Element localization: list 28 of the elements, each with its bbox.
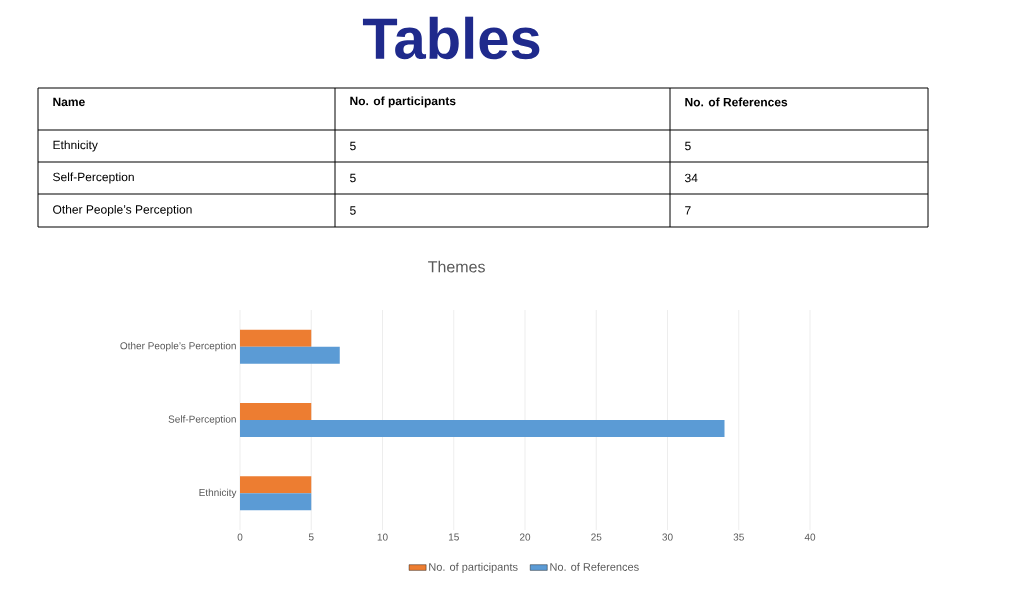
text: No. of participants bbox=[350, 96, 456, 108]
text: 5 bbox=[350, 141, 356, 151]
text: 5 bbox=[350, 173, 356, 183]
x-tick-label: 5 bbox=[308, 533, 314, 541]
x-tick-label: 0 bbox=[237, 533, 243, 541]
text: 5 bbox=[350, 206, 356, 215]
legend-label: No. of References bbox=[550, 562, 639, 571]
y-tick-label: Other People’s Perception bbox=[120, 342, 236, 352]
text: 34 bbox=[685, 173, 698, 183]
y-tick-label: Ethnicity bbox=[199, 488, 237, 498]
text: 7 bbox=[685, 206, 691, 215]
x-tick-label: 20 bbox=[519, 533, 531, 541]
text: 5 bbox=[685, 141, 691, 151]
category-label: Other People’s Perception bbox=[53, 204, 192, 217]
x-tick-label: 10 bbox=[377, 533, 388, 541]
x-tick-label: 25 bbox=[591, 533, 602, 541]
text: Name bbox=[53, 97, 85, 107]
category-label: Ethnicity bbox=[53, 140, 98, 152]
text: No. of References bbox=[685, 97, 788, 107]
text: Tables bbox=[362, 16, 540, 60]
chart-title: Themes bbox=[428, 260, 485, 273]
category-label: Self-Perception bbox=[53, 172, 134, 184]
x-tick-label: 30 bbox=[662, 533, 673, 541]
x-tick-label: 40 bbox=[804, 533, 816, 541]
legend-label: No. of participants bbox=[429, 562, 518, 574]
x-tick-label: 15 bbox=[448, 533, 459, 541]
y-tick-label: Self-Perception bbox=[168, 415, 236, 425]
x-tick-label: 35 bbox=[733, 533, 744, 541]
